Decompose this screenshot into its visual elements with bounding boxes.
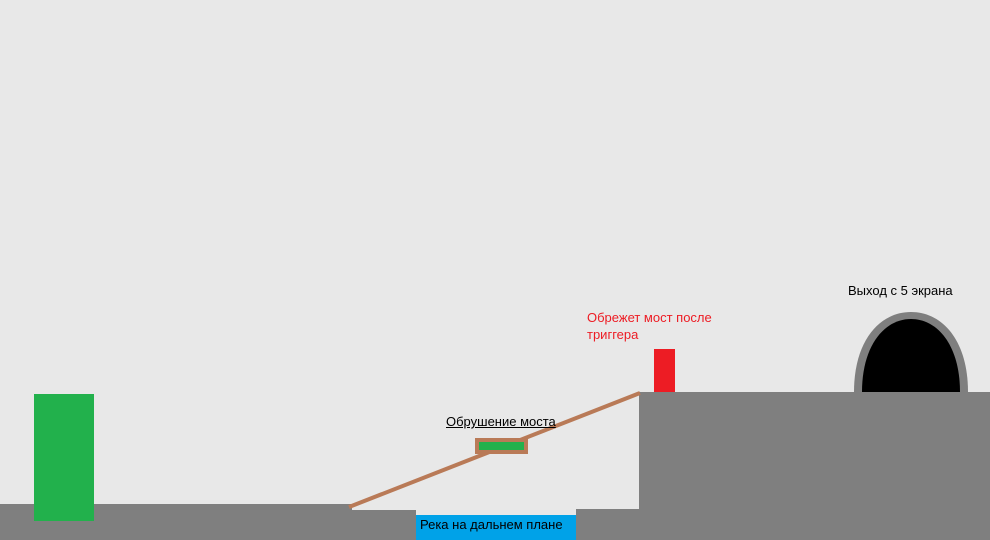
right-ground-step: [576, 509, 640, 540]
river-label: Река на дальнем плане: [420, 517, 563, 532]
cave-exit: [862, 319, 960, 392]
right-plateau: [639, 392, 990, 540]
bridge-cutter: [654, 349, 675, 392]
exit-label: Выход с 5 экрана: [848, 283, 953, 298]
bridge-collapse-label: Обрушение моста: [446, 414, 556, 429]
left-ground-step: [352, 510, 416, 540]
collapse-trigger-zone: [479, 442, 524, 450]
player-block: [34, 394, 94, 521]
river: [416, 515, 576, 540]
cut-bridge-label: Обрежет мост после триггера: [587, 310, 712, 342]
